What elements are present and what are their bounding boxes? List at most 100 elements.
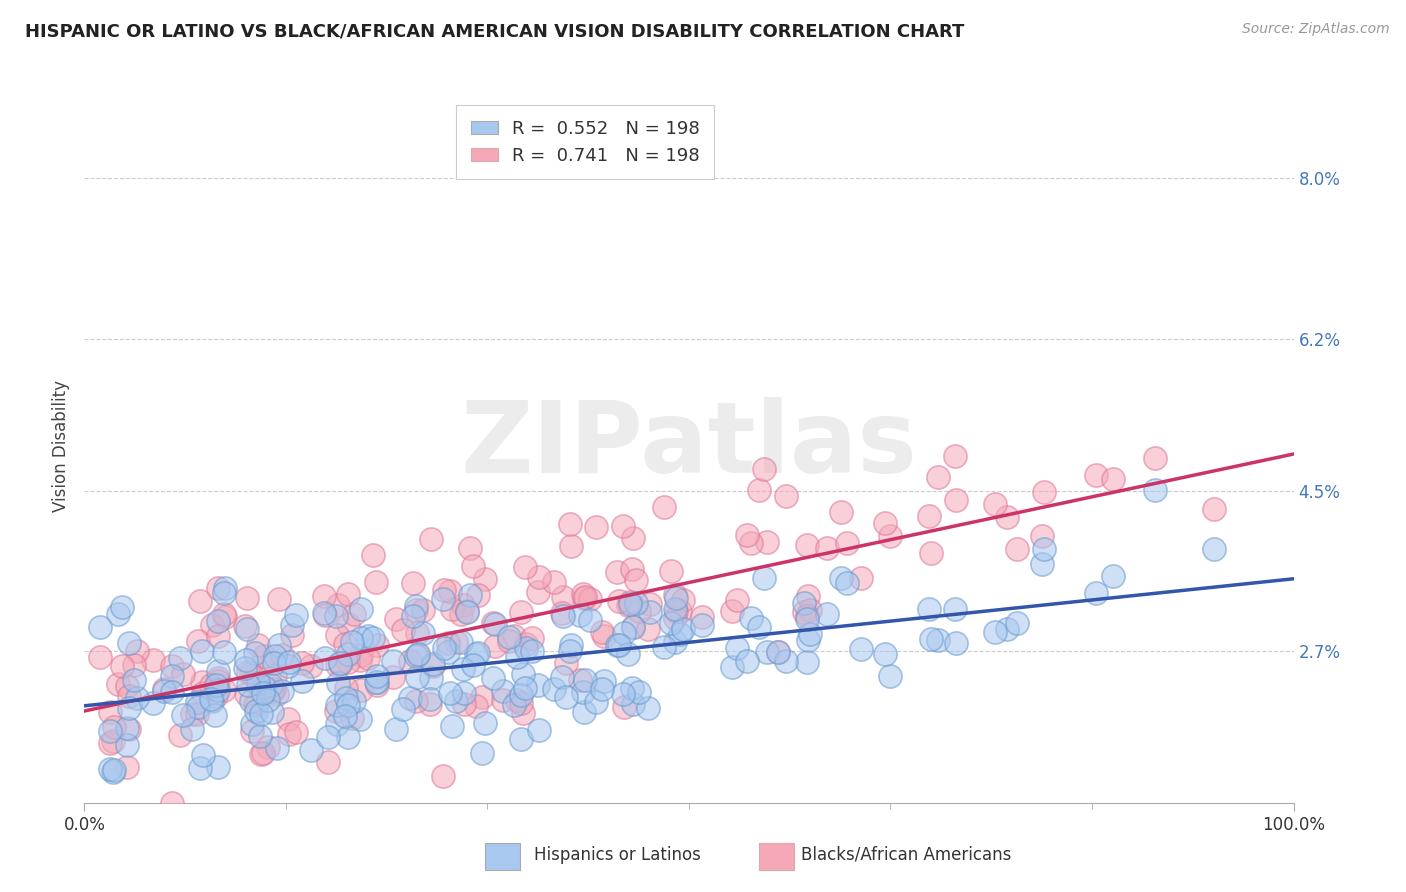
Point (725, 592, 748, 607)
Point (214, 609, 236, 624)
Point (263, 649, 285, 664)
Point (606, 565, 628, 579)
Point (207, 629, 229, 643)
Point (190, 761, 212, 775)
Point (451, 598, 474, 612)
Point (621, 681, 644, 696)
Point (606, 638, 628, 652)
Point (111, 658, 134, 673)
Point (122, 657, 145, 672)
Point (515, 640, 537, 655)
Point (920, 632, 942, 647)
Point (837, 535, 859, 549)
Point (271, 684, 294, 698)
Point (235, 653, 257, 667)
Point (291, 656, 314, 670)
Point (160, 659, 183, 673)
Point (245, 698, 267, 712)
Point (285, 607, 308, 622)
Point (337, 647, 360, 661)
Point (207, 759, 229, 773)
Point (420, 532, 443, 546)
Point (214, 585, 236, 599)
Point (1202, 541, 1225, 556)
Point (436, 644, 458, 658)
Point (200, 678, 222, 692)
Point (201, 618, 224, 632)
Point (336, 698, 359, 713)
Point (467, 646, 489, 660)
Point (995, 510, 1018, 524)
Point (471, 746, 494, 760)
Point (172, 708, 194, 723)
Point (621, 562, 644, 576)
Point (252, 746, 274, 760)
Point (721, 604, 744, 618)
Point (593, 673, 616, 688)
Point (207, 614, 229, 628)
Point (513, 560, 536, 574)
Point (522, 631, 544, 645)
Point (405, 603, 427, 617)
Point (271, 648, 294, 662)
Point (624, 573, 647, 587)
Point (89, 620, 111, 634)
Point (405, 649, 427, 664)
Point (593, 629, 616, 643)
Point (235, 687, 257, 701)
Point (543, 681, 565, 696)
Text: Hispanics or Latinos: Hispanics or Latinos (534, 846, 702, 863)
Point (527, 585, 550, 599)
Point (837, 576, 859, 591)
Point (612, 687, 634, 701)
Point (574, 591, 596, 605)
Point (342, 711, 364, 725)
Point (918, 602, 941, 616)
Point (98, 705, 121, 719)
Point (453, 686, 475, 700)
Point (207, 683, 229, 698)
Point (337, 655, 360, 669)
Point (943, 601, 966, 615)
Point (498, 630, 520, 644)
Point (551, 669, 574, 683)
Point (619, 597, 641, 611)
Point (260, 684, 283, 698)
Point (721, 659, 744, 673)
Point (766, 645, 789, 659)
Point (366, 669, 388, 683)
Point (943, 449, 966, 463)
Point (98, 736, 121, 750)
Point (285, 725, 308, 739)
Point (831, 505, 853, 519)
Point (200, 691, 222, 706)
Point (920, 546, 942, 560)
Point (624, 596, 647, 610)
Point (799, 603, 821, 617)
Point (560, 638, 582, 652)
Point (391, 624, 413, 638)
Point (240, 724, 263, 739)
Point (314, 650, 336, 665)
Point (502, 698, 524, 712)
Point (142, 652, 165, 666)
Point (740, 536, 762, 550)
Text: HISPANIC OR LATINO VS BLACK/AFRICAN AMERICAN VISION DISABILITY CORRELATION CHART: HISPANIC OR LATINO VS BLACK/AFRICAN AMER… (25, 22, 965, 40)
Point (253, 649, 276, 664)
Point (312, 606, 335, 620)
Point (815, 541, 838, 555)
Point (436, 635, 458, 649)
Point (266, 687, 288, 701)
Point (585, 695, 607, 709)
Point (474, 573, 496, 587)
Point (637, 700, 659, 714)
Point (98, 724, 121, 739)
Point (343, 607, 366, 622)
Point (879, 529, 901, 543)
Point (754, 462, 776, 476)
Point (522, 644, 544, 658)
Point (412, 626, 434, 640)
Point (364, 675, 387, 690)
Point (1144, 450, 1167, 465)
Point (515, 637, 537, 651)
